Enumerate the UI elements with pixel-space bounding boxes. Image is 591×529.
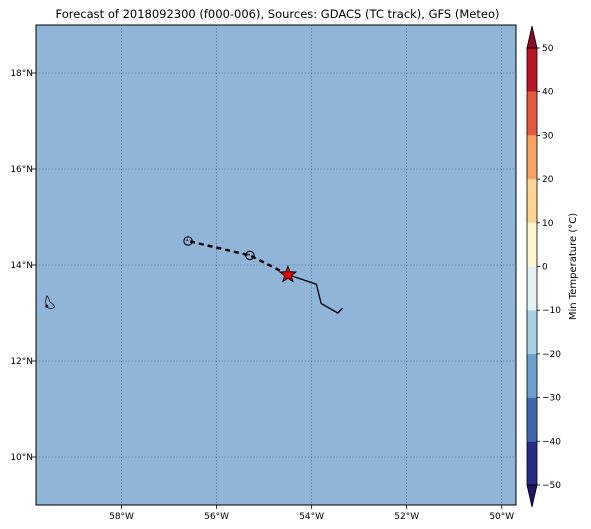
forecast-track-line (187, 239, 289, 276)
colorbar-band (527, 397, 537, 442)
colorbar-tick-label: 50 (542, 44, 554, 54)
forecast-position-center (186, 239, 189, 242)
colorbar-band (527, 353, 537, 398)
colorbar-tick-label: −20 (542, 350, 561, 360)
colorbar-band (527, 135, 537, 180)
colorbar-band (527, 222, 537, 267)
colorbar-under-arrow (526, 484, 538, 508)
forecast-position-marker (183, 236, 193, 246)
lat-tick-label: 16°N (10, 165, 33, 175)
map-panel: 58°W 56°W 54°W 52°W 50°W 10°N 12°N 14°N 16°N 18°N (10, 24, 517, 522)
lon-tick-label: 56°W (204, 512, 229, 522)
colorbar-tick-label: 30 (542, 131, 554, 141)
map-frame (35, 24, 517, 506)
colorbar-tick-label: −30 (542, 394, 561, 404)
forecast-position-marker (245, 250, 255, 261)
colorbar-tick-label: −10 (542, 306, 561, 316)
lat-tick-label: 12°N (10, 357, 33, 367)
map-title: Forecast of 2018092300 (f000-006), Sourc… (55, 7, 500, 21)
lon-tick-label: 58°W (109, 512, 134, 522)
colorbar-tick-label: 0 (542, 263, 548, 273)
colorbar-tick-label: −50 (542, 481, 561, 491)
current-position-star (278, 264, 298, 283)
past-track-line (287, 273, 343, 314)
colorbar: 50 40 30 20 10 0 −10 −20 −30 −40 −50 Min Temperatur… (526, 25, 579, 508)
colorbar-band (527, 48, 537, 92)
colorbar-tick-label: 40 (542, 88, 554, 98)
lon-tick-label: 52°W (394, 512, 419, 522)
bridgetown-marker (45, 304, 49, 308)
lat-tick-label: 14°N (10, 261, 33, 271)
forecast-position-center (248, 253, 250, 256)
colorbar-label: Min Temperature (°C) (568, 213, 579, 320)
colorbar-band (527, 441, 537, 485)
colorbar-tick-label: 10 (542, 219, 554, 229)
lat-tick-label: 10°N (10, 453, 33, 463)
lon-tick-label: 50°W (489, 512, 514, 522)
colorbar-band (527, 91, 537, 136)
colorbar-band (527, 310, 537, 354)
colorbar-band (527, 266, 537, 311)
colorbar-tick-label: 20 (542, 175, 554, 185)
colorbar-band (527, 179, 537, 223)
lat-tick-label: 18°N (10, 69, 33, 79)
colorbar-over-arrow (526, 25, 538, 49)
lon-tick-label: 54°W (299, 512, 324, 522)
colorbar-tick-label: −40 (542, 437, 561, 447)
